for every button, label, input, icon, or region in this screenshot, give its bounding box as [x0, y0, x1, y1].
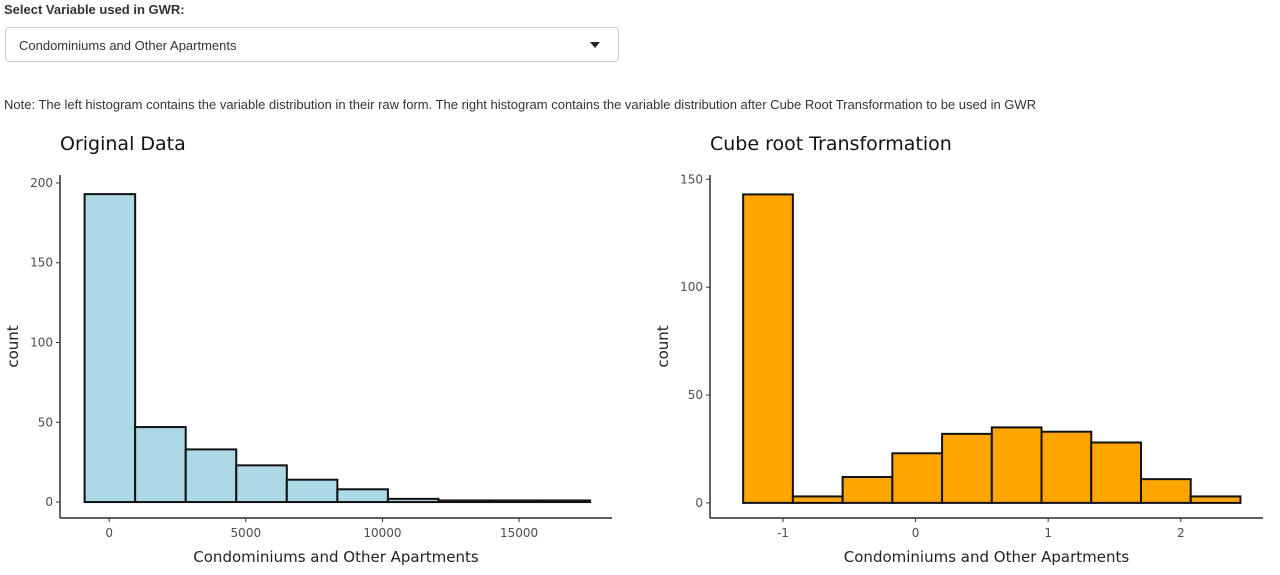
histogram-cube-root: Cube root Transformation -1 0 1 2 0 50 100 150 Co… — [654, 133, 1263, 566]
x-tick-label: -1 — [777, 526, 789, 540]
x-axis-title: Condominiums and Other Apartments — [193, 548, 479, 566]
x-tick-label: 10000 — [363, 526, 401, 540]
variable-select-value: Condominiums and Other Apartments — [19, 38, 237, 53]
histogram-bar — [941, 432, 993, 504]
note-text: Note: The left histogram contains the va… — [4, 97, 1037, 112]
y-tick-label: 200 — [30, 176, 53, 190]
histogram-bar — [1090, 441, 1142, 504]
y-axis-title: count — [4, 325, 22, 367]
x-tick-label: 1 — [1044, 526, 1052, 540]
histogram-bar — [990, 426, 1043, 504]
variable-select[interactable]: Condominiums and Other Apartments — [5, 27, 619, 62]
y-tick-label: 50 — [38, 415, 53, 429]
histogram-bar — [742, 193, 794, 504]
histogram-original: Original Data 0 5000 10000 15000 0 50 100 150 200… — [4, 133, 612, 566]
histogram-bar — [285, 478, 339, 504]
x-tick-label: 0 — [912, 526, 920, 540]
histogram-bar — [1040, 430, 1093, 504]
histogram-bar — [437, 499, 491, 504]
variable-select-label: Select Variable used in GWR: — [4, 2, 185, 17]
y-tick-label: 150 — [680, 172, 703, 186]
histogram-bar — [235, 464, 288, 504]
x-tick-label: 5000 — [231, 526, 262, 540]
histogram-bar — [184, 448, 238, 504]
chart-title: Original Data — [60, 133, 186, 155]
chart-title: Cube root Transformation — [710, 133, 952, 155]
histogram-bar — [791, 495, 844, 504]
caret-down-icon[interactable] — [590, 42, 600, 48]
y-tick-label: 0 — [695, 496, 703, 510]
histogram-bar — [1139, 478, 1192, 504]
x-tick-label: 15000 — [500, 526, 538, 540]
histogram-bar — [1189, 495, 1242, 504]
y-tick-label: 100 — [30, 336, 53, 350]
y-tick-label: 100 — [680, 280, 703, 294]
histogram-bar — [841, 476, 894, 504]
histogram-bar — [134, 426, 187, 504]
x-tick-label: 2 — [1177, 526, 1185, 540]
histogram-bar — [336, 488, 389, 504]
y-tick-label: 150 — [30, 256, 53, 270]
histogram-bar — [488, 499, 541, 504]
y-tick-label: 50 — [688, 388, 703, 402]
histogram-bar — [891, 452, 944, 504]
y-axis-title: count — [654, 325, 672, 367]
x-tick-label: 0 — [105, 526, 113, 540]
histogram-bar — [538, 499, 592, 504]
histogram-bar — [386, 497, 440, 504]
x-axis-title: Condominiums and Other Apartments — [844, 548, 1130, 566]
histogram-bar — [83, 193, 137, 504]
y-tick-label: 0 — [45, 495, 53, 509]
